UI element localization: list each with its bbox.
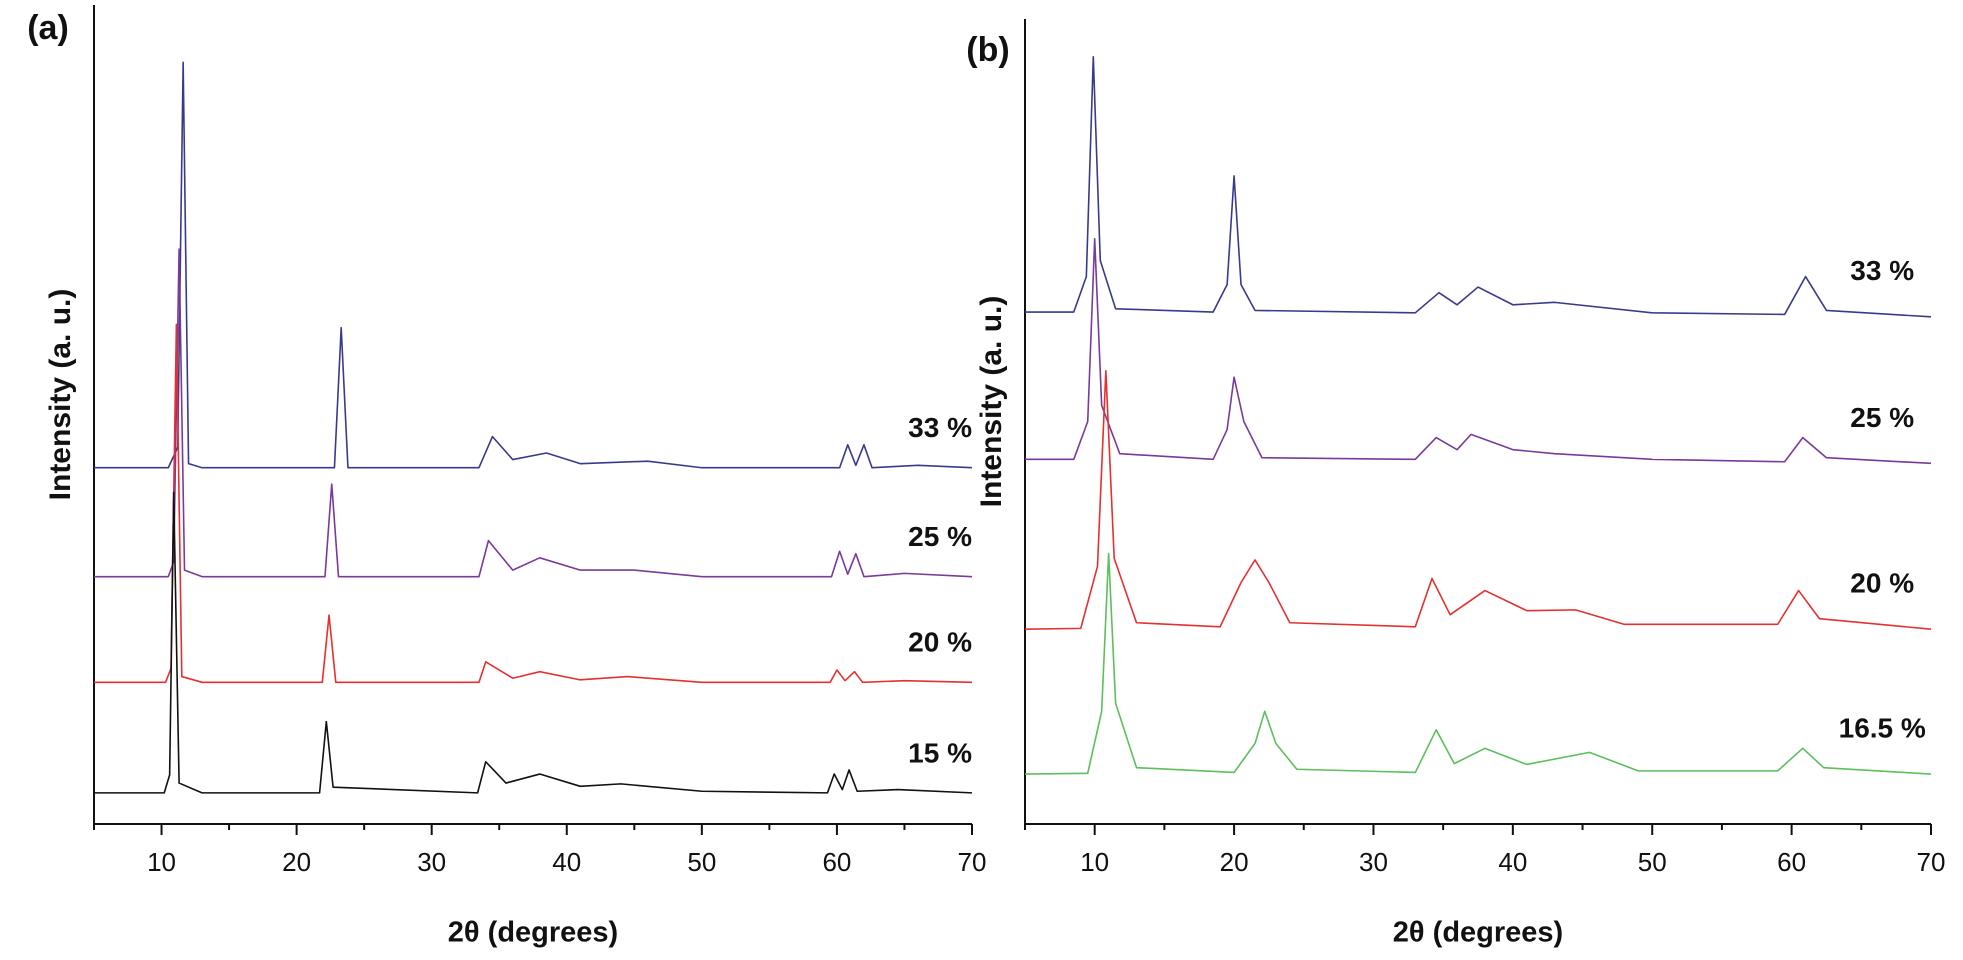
x-tick-label: 40 [1498, 847, 1527, 877]
panel-label: (b) [966, 31, 1009, 69]
x-tick-label: 10 [147, 847, 176, 877]
x-tick-label: 50 [1638, 847, 1667, 877]
xrd-line [1025, 237, 1932, 465]
xrd-line [1025, 56, 1932, 318]
x-tick-label: 70 [958, 847, 987, 877]
x-tick-label: 20 [1220, 847, 1249, 877]
series-label: 16.5 % [1839, 712, 1926, 743]
series-label: 33 % [908, 412, 972, 443]
x-tick-label: 10 [1080, 847, 1109, 877]
x-tick-label: 60 [1777, 847, 1806, 877]
series-label: 20 % [1850, 568, 1914, 599]
series-label: 20 % [908, 627, 972, 658]
x-tick-label: 30 [417, 847, 446, 877]
panel-label: (a) [27, 9, 69, 47]
x-tick-label: 40 [552, 847, 581, 877]
series-label: 15 % [908, 737, 972, 768]
y-axis-label: Intensity (a. u.) [975, 296, 1008, 508]
series-label: 33 % [1850, 255, 1914, 286]
x-tick-label: 70 [1917, 847, 1946, 877]
x-tick-label: 20 [282, 847, 311, 877]
xrd-line [94, 491, 973, 794]
y-axis-label: Intensity (a. u.) [44, 289, 77, 501]
x-axis-label: 2θ (degrees) [448, 917, 618, 949]
x-tick-label: 50 [687, 847, 716, 877]
xrd-line [94, 323, 973, 684]
xrd-line [1024, 552, 1932, 775]
x-axis-label: 2θ (degrees) [1393, 917, 1563, 949]
series-label: 25 % [1850, 402, 1914, 433]
x-tick-label: 60 [822, 847, 851, 877]
xrd-line [1024, 369, 1932, 630]
xrd-line [94, 61, 973, 469]
series-label: 25 % [908, 521, 972, 552]
x-tick-label: 30 [1359, 847, 1388, 877]
xrd-line [94, 248, 973, 578]
